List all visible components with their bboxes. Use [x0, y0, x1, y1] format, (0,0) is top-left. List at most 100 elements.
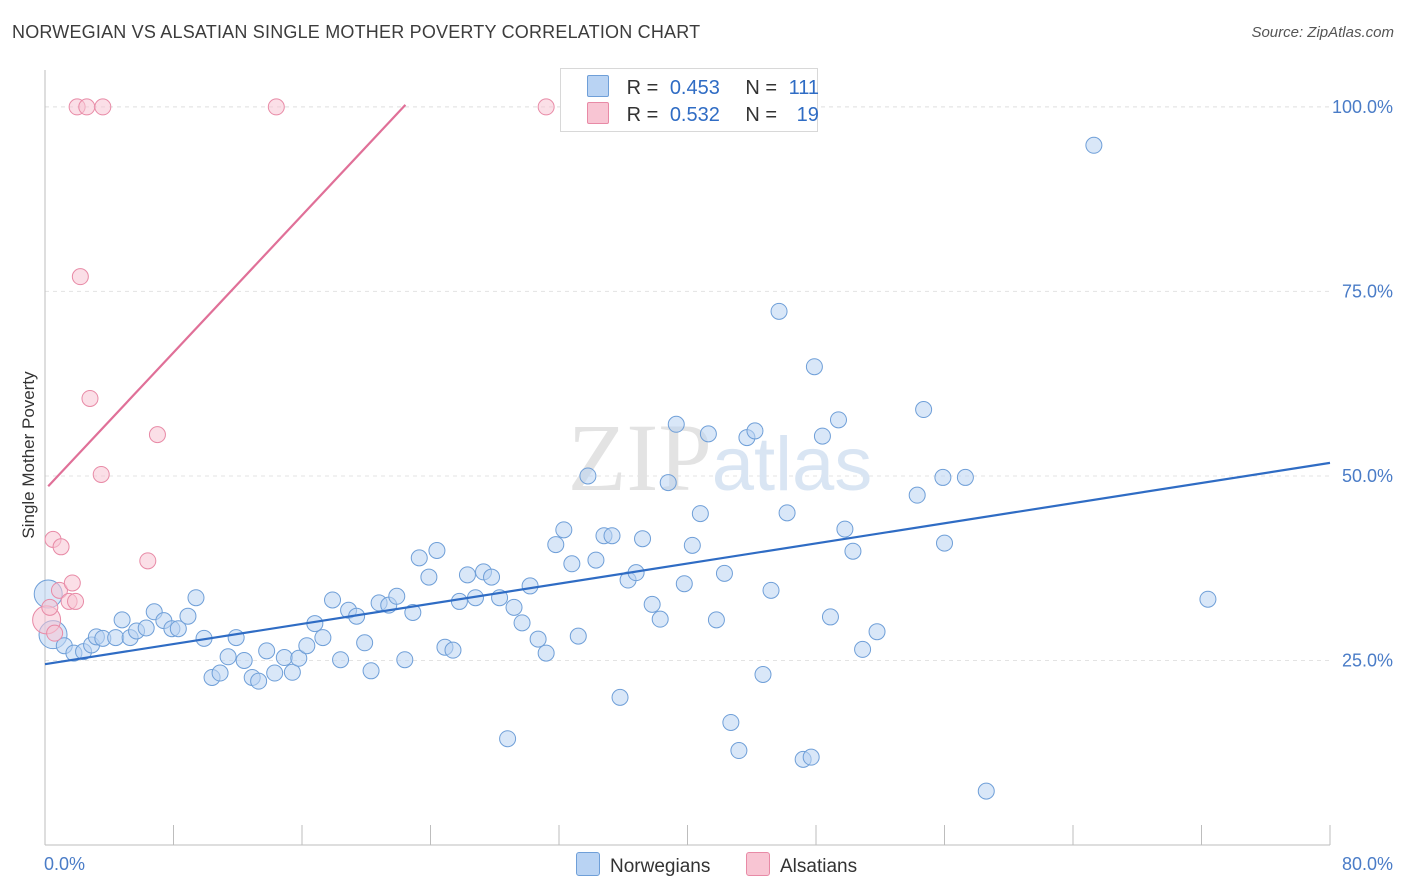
norwegian-point — [356, 634, 374, 652]
alsatian-point — [71, 268, 89, 286]
legend-item-norwegians[interactable]: Norwegians — [576, 852, 710, 878]
axes — [44, 70, 1331, 846]
norwegian-point — [505, 598, 523, 616]
alsatian-point — [46, 624, 64, 642]
norwegian-point — [298, 637, 316, 655]
alsatian-point — [139, 552, 157, 570]
norwegian-point — [388, 587, 406, 605]
norwegian-point — [915, 401, 933, 419]
norwegians-swatch — [587, 75, 609, 97]
norwegian-point — [587, 551, 605, 569]
norwegian-point — [547, 536, 565, 554]
y-axis-label: Single Mother Poverty — [19, 371, 38, 539]
norwegian-point — [113, 611, 131, 629]
norwegian-point — [611, 688, 629, 706]
r-label: R = — [626, 104, 659, 126]
norwegian-point — [683, 536, 701, 554]
norwegian-point — [187, 589, 205, 607]
alsatian-point — [50, 581, 68, 599]
norwegians-points — [33, 136, 1217, 800]
alsatian-point — [94, 98, 112, 116]
n-value: 111 — [788, 77, 820, 99]
norwegian-point — [521, 577, 539, 595]
norwegian-point — [513, 614, 531, 632]
norwegian-point — [211, 664, 229, 682]
norwegian-point — [667, 415, 685, 433]
y-tick-label: 50.0% — [1342, 466, 1393, 486]
y-tick-label: 100.0% — [1332, 97, 1393, 117]
norwegian-point — [836, 520, 854, 538]
alsatian-point — [92, 465, 110, 483]
norwegian-point — [179, 607, 197, 625]
norwegians-legend-label: Norwegians — [610, 856, 711, 877]
norwegian-point — [977, 782, 995, 800]
norwegian-point — [396, 651, 414, 669]
norwegian-point — [137, 619, 155, 637]
r-value: 0.453 — [669, 77, 720, 99]
norwegian-point — [266, 664, 284, 682]
norwegian-point — [579, 467, 597, 485]
r-label: R = — [626, 77, 659, 99]
norwegian-point — [283, 663, 301, 681]
alsatian-point — [537, 98, 555, 116]
norwegian-point — [844, 542, 862, 560]
norwegian-point — [675, 575, 693, 593]
norwegian-point — [227, 629, 245, 647]
norwegian-point — [450, 592, 468, 610]
alsatian-point — [41, 598, 59, 616]
norwegian-point — [634, 530, 652, 548]
alsatians-swatch — [587, 102, 609, 124]
y-tick-label: 25.0% — [1342, 650, 1393, 670]
norwegian-point — [778, 504, 796, 522]
norwegian-point — [420, 568, 438, 586]
alsatians-trendline — [47, 104, 407, 488]
norwegian-point — [324, 591, 342, 609]
norwegian-point — [603, 527, 621, 545]
norwegians-trendline — [44, 461, 1331, 666]
n-value: 19 — [796, 104, 819, 126]
norwegian-point — [483, 568, 501, 586]
norwegian-point — [444, 641, 462, 659]
alsatian-point — [67, 592, 85, 610]
trendlines — [44, 104, 1331, 666]
y-tick-label: 75.0% — [1342, 281, 1393, 301]
legend-item-alsatians[interactable]: Alsatians — [746, 852, 857, 878]
norwegian-point — [770, 302, 788, 320]
r-value: 0.532 — [669, 104, 720, 126]
legend-row-norwegians: R = 0.453 N = 111 — [587, 75, 819, 101]
norwegian-point — [715, 564, 733, 582]
norwegian-point — [754, 666, 772, 683]
norwegian-point — [563, 555, 581, 573]
alsatian-point — [78, 98, 96, 116]
norwegian-point — [934, 468, 952, 486]
alsatian-point — [148, 426, 166, 444]
alsatians-legend-label: Alsatians — [780, 856, 858, 877]
norwegian-point — [821, 608, 839, 626]
norwegian-point — [707, 611, 725, 629]
stats-legend: R = 0.453 N = 111 R = 0.532 N = 19 — [560, 68, 819, 132]
norwegian-point — [107, 629, 125, 647]
norwegian-point — [802, 748, 820, 766]
alsatians-points — [32, 98, 555, 642]
norwegian-point — [829, 411, 847, 429]
norwegian-point — [219, 648, 237, 666]
norwegian-point — [868, 623, 886, 641]
x-tick-label-min: 0.0% — [44, 854, 85, 874]
chart-title: NORWEGIAN VS ALSATIAN SINGLE MOTHER POVE… — [12, 22, 701, 42]
norwegian-point — [332, 651, 350, 669]
norwegian-point — [762, 581, 780, 599]
norwegian-point — [1085, 136, 1103, 154]
norwegian-point — [699, 425, 717, 443]
norwegian-point — [555, 521, 573, 539]
norwegian-point — [569, 627, 587, 645]
norwegian-point — [643, 595, 661, 613]
norwegian-point — [691, 505, 709, 523]
alsatian-point — [63, 574, 81, 592]
norwegian-point — [805, 358, 823, 376]
alsatian-point — [267, 98, 285, 116]
legend-row-alsatians: R = 0.532 N = 19 — [587, 102, 819, 128]
norwegian-point — [290, 649, 308, 667]
norwegian-point — [659, 474, 677, 492]
norwegian-point — [258, 642, 276, 660]
watermark: ZIPatlas — [568, 404, 873, 511]
